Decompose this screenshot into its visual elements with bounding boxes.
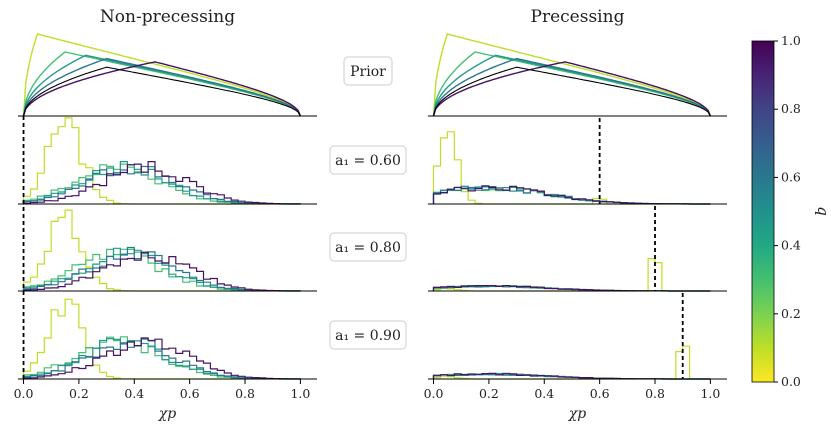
prior-curve-q0.6 — [432, 57, 712, 117]
row-label: a₁ = 0.60 — [335, 153, 401, 169]
panel-nonprec-row3 — [18, 298, 317, 380]
x-tick-label: 0.4 — [534, 386, 554, 401]
panel-nonprec-row0 — [18, 33, 317, 117]
prior-curve-q0.3 — [432, 51, 712, 117]
row-label: a₁ = 0.80 — [335, 240, 401, 256]
x-tick-label: 0.8 — [645, 386, 665, 401]
x-tick-label: 1.0 — [290, 386, 310, 401]
row-label: a₁ = 0.90 — [335, 328, 401, 344]
x-tick-label: 0.8 — [235, 386, 255, 401]
prior-curve-q0.1 — [22, 33, 302, 117]
prior-curve-reference — [432, 66, 711, 117]
colorbar — [751, 40, 775, 383]
x-tick-label: 0.6 — [590, 386, 610, 401]
x-tick-label: 0.0 — [14, 386, 34, 401]
row-label-box — [329, 145, 407, 175]
row-label-box — [343, 56, 393, 86]
x-tick-label: 0.0 — [424, 386, 444, 401]
colorbar-label: q — [814, 206, 831, 216]
colorbar-tick-label: 1.0 — [781, 33, 801, 48]
column-title-non-precessing: Non-precessing — [100, 7, 235, 27]
panel-nonprec-row1 — [18, 117, 317, 205]
posterior-hist-q0.6 — [22, 338, 301, 380]
x-tick-label: 0.2 — [479, 386, 499, 401]
panel-prec-row2 — [428, 206, 727, 292]
column-title-precessing: Precessing — [531, 7, 625, 27]
prior-curve-q0.3 — [22, 51, 302, 117]
x-tick-label: 1.0 — [700, 386, 720, 401]
panel-prec-row1 — [428, 118, 727, 205]
posterior-hist-q0.95 — [22, 161, 301, 205]
posterior-hist-q0.95 — [22, 337, 301, 380]
panel-prec-row0 — [428, 33, 727, 117]
colorbar-tick-label: 0.8 — [781, 101, 801, 116]
x-tick-label: 0.6 — [180, 386, 200, 401]
colorbar-tick-label: 0.0 — [781, 374, 801, 389]
prior-curve-q0.6 — [22, 57, 302, 117]
panel-nonprec-row2 — [18, 209, 317, 292]
colorbar-tick-label: 0.2 — [781, 306, 801, 321]
x-axis-label: χp — [158, 406, 176, 422]
posterior-hist-q0.6 — [22, 246, 301, 292]
row-label: Prior — [350, 64, 386, 80]
x-axis-label: χp — [568, 406, 586, 422]
x-tick-label: 0.2 — [69, 386, 89, 401]
posterior-hist-q0.1 — [432, 131, 711, 205]
prior-curve-q0.95 — [432, 61, 712, 117]
prior-curve-reference — [22, 66, 301, 117]
x-tick-label: 0.4 — [124, 386, 144, 401]
row-label-box — [329, 320, 407, 350]
panel-prec-row3 — [428, 293, 727, 380]
posterior-hist-q0.95 — [22, 251, 301, 292]
posterior-hist-q0.6 — [22, 165, 301, 205]
colorbar-tick-label: 0.4 — [781, 238, 801, 253]
colorbar-tick-label: 0.6 — [781, 169, 801, 184]
row-label-box — [329, 232, 407, 262]
prior-curve-q0.1 — [432, 33, 712, 117]
prior-curve-q0.95 — [22, 61, 302, 117]
